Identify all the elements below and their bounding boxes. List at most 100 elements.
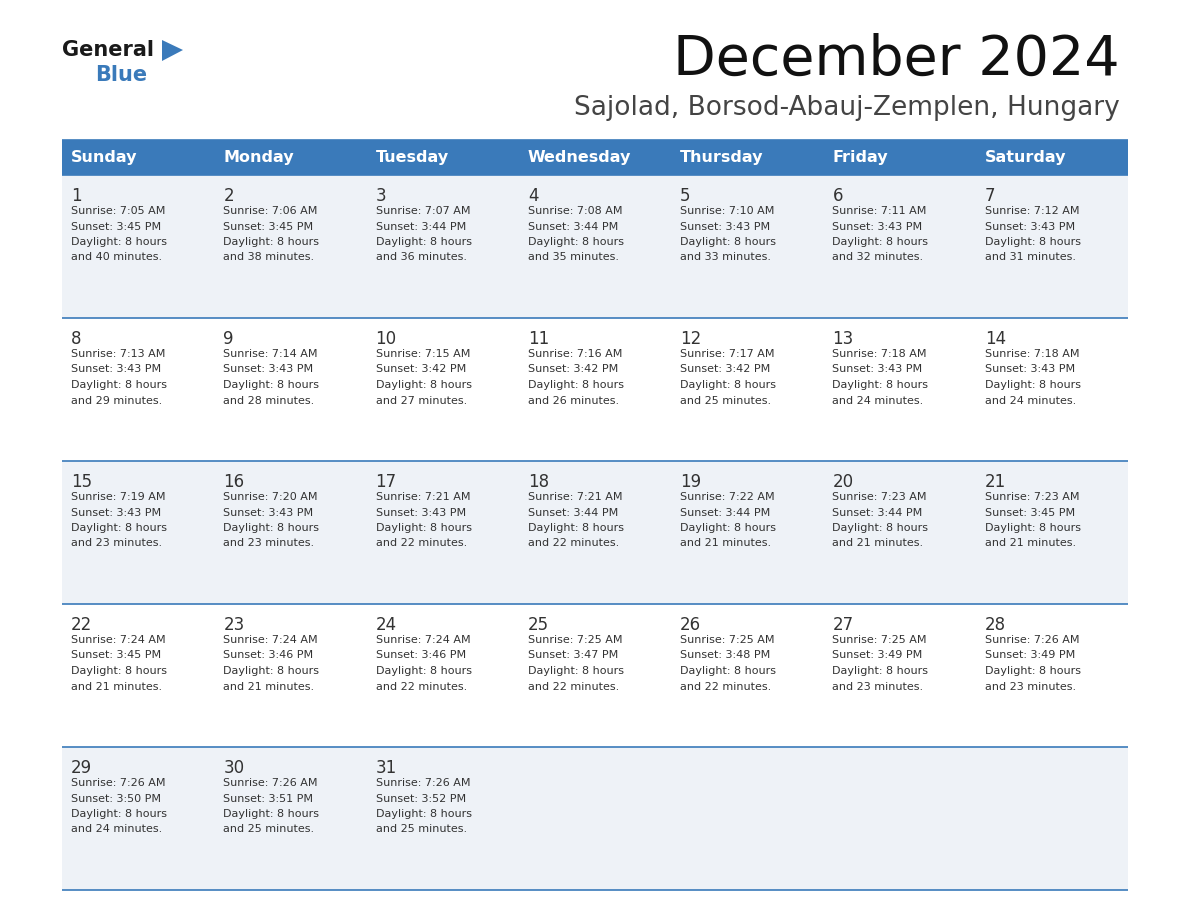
Text: and 21 minutes.: and 21 minutes. <box>833 539 923 548</box>
Text: and 23 minutes.: and 23 minutes. <box>71 539 162 548</box>
Text: 14: 14 <box>985 330 1006 348</box>
Text: Daylight: 8 hours: Daylight: 8 hours <box>527 237 624 247</box>
Text: and 26 minutes.: and 26 minutes. <box>527 396 619 406</box>
Text: Sunset: 3:51 PM: Sunset: 3:51 PM <box>223 793 314 803</box>
Text: and 25 minutes.: and 25 minutes. <box>681 396 771 406</box>
Text: Sunrise: 7:17 AM: Sunrise: 7:17 AM <box>681 349 775 359</box>
Text: Daylight: 8 hours: Daylight: 8 hours <box>375 380 472 390</box>
Text: Sunset: 3:43 PM: Sunset: 3:43 PM <box>985 221 1075 231</box>
Text: 11: 11 <box>527 330 549 348</box>
Text: 24: 24 <box>375 616 397 634</box>
Text: Sunset: 3:43 PM: Sunset: 3:43 PM <box>223 364 314 375</box>
Text: Monday: Monday <box>223 150 293 165</box>
Text: and 21 minutes.: and 21 minutes. <box>681 539 771 548</box>
Text: Daylight: 8 hours: Daylight: 8 hours <box>71 666 168 676</box>
Text: 21: 21 <box>985 473 1006 491</box>
Text: and 35 minutes.: and 35 minutes. <box>527 252 619 263</box>
Text: and 23 minutes.: and 23 minutes. <box>223 539 315 548</box>
Text: 9: 9 <box>223 330 234 348</box>
Text: 1: 1 <box>71 187 82 205</box>
Text: 29: 29 <box>71 759 93 777</box>
Text: Daylight: 8 hours: Daylight: 8 hours <box>71 380 168 390</box>
Text: Sunset: 3:43 PM: Sunset: 3:43 PM <box>71 364 162 375</box>
Text: 10: 10 <box>375 330 397 348</box>
Text: Sunrise: 7:11 AM: Sunrise: 7:11 AM <box>833 206 927 216</box>
Text: Sunrise: 7:25 AM: Sunrise: 7:25 AM <box>527 635 623 645</box>
Text: Sunset: 3:44 PM: Sunset: 3:44 PM <box>527 508 618 518</box>
Text: Sunrise: 7:07 AM: Sunrise: 7:07 AM <box>375 206 470 216</box>
Text: Thursday: Thursday <box>681 150 764 165</box>
Text: Sajolad, Borsod-Abauj-Zemplen, Hungary: Sajolad, Borsod-Abauj-Zemplen, Hungary <box>574 95 1120 121</box>
Text: Daylight: 8 hours: Daylight: 8 hours <box>833 666 929 676</box>
Text: Daylight: 8 hours: Daylight: 8 hours <box>71 523 168 533</box>
Text: Sunset: 3:43 PM: Sunset: 3:43 PM <box>375 508 466 518</box>
Text: and 21 minutes.: and 21 minutes. <box>223 681 315 691</box>
Text: Sunset: 3:43 PM: Sunset: 3:43 PM <box>833 364 923 375</box>
Text: Sunrise: 7:18 AM: Sunrise: 7:18 AM <box>985 349 1079 359</box>
Text: Daylight: 8 hours: Daylight: 8 hours <box>527 380 624 390</box>
Text: Daylight: 8 hours: Daylight: 8 hours <box>375 666 472 676</box>
Text: Sunset: 3:44 PM: Sunset: 3:44 PM <box>681 508 770 518</box>
Text: Daylight: 8 hours: Daylight: 8 hours <box>985 380 1081 390</box>
Text: Sunrise: 7:26 AM: Sunrise: 7:26 AM <box>375 778 470 788</box>
Text: 19: 19 <box>681 473 701 491</box>
Text: 13: 13 <box>833 330 854 348</box>
Text: Wednesday: Wednesday <box>527 150 631 165</box>
Text: Sunset: 3:44 PM: Sunset: 3:44 PM <box>527 221 618 231</box>
Text: 8: 8 <box>71 330 82 348</box>
Text: Sunrise: 7:06 AM: Sunrise: 7:06 AM <box>223 206 317 216</box>
Text: 6: 6 <box>833 187 843 205</box>
Text: and 25 minutes.: and 25 minutes. <box>223 824 315 834</box>
Text: Sunrise: 7:24 AM: Sunrise: 7:24 AM <box>71 635 165 645</box>
Polygon shape <box>162 40 183 61</box>
Text: 17: 17 <box>375 473 397 491</box>
Text: Sunrise: 7:24 AM: Sunrise: 7:24 AM <box>223 635 318 645</box>
FancyBboxPatch shape <box>62 747 1127 890</box>
Text: 22: 22 <box>71 616 93 634</box>
Text: Sunrise: 7:18 AM: Sunrise: 7:18 AM <box>833 349 927 359</box>
Text: Sunrise: 7:08 AM: Sunrise: 7:08 AM <box>527 206 623 216</box>
Text: and 23 minutes.: and 23 minutes. <box>833 681 923 691</box>
Text: Sunset: 3:46 PM: Sunset: 3:46 PM <box>223 651 314 660</box>
Text: and 22 minutes.: and 22 minutes. <box>375 539 467 548</box>
Text: Daylight: 8 hours: Daylight: 8 hours <box>71 809 168 819</box>
Text: and 31 minutes.: and 31 minutes. <box>985 252 1075 263</box>
Text: Friday: Friday <box>833 150 889 165</box>
Text: Daylight: 8 hours: Daylight: 8 hours <box>223 666 320 676</box>
Text: 2: 2 <box>223 187 234 205</box>
FancyBboxPatch shape <box>62 604 1127 747</box>
Text: Sunset: 3:42 PM: Sunset: 3:42 PM <box>681 364 770 375</box>
Text: General: General <box>62 40 154 60</box>
Text: Sunrise: 7:25 AM: Sunrise: 7:25 AM <box>681 635 775 645</box>
Text: Sunset: 3:44 PM: Sunset: 3:44 PM <box>375 221 466 231</box>
Text: 26: 26 <box>681 616 701 634</box>
Text: and 33 minutes.: and 33 minutes. <box>681 252 771 263</box>
Text: Daylight: 8 hours: Daylight: 8 hours <box>223 380 320 390</box>
Text: Daylight: 8 hours: Daylight: 8 hours <box>223 809 320 819</box>
Text: 15: 15 <box>71 473 93 491</box>
Text: 28: 28 <box>985 616 1006 634</box>
Text: 25: 25 <box>527 616 549 634</box>
Text: Sunrise: 7:12 AM: Sunrise: 7:12 AM <box>985 206 1079 216</box>
Text: Sunset: 3:45 PM: Sunset: 3:45 PM <box>71 221 162 231</box>
Text: 27: 27 <box>833 616 853 634</box>
Text: 20: 20 <box>833 473 853 491</box>
Text: Sunset: 3:45 PM: Sunset: 3:45 PM <box>71 651 162 660</box>
Text: Sunset: 3:43 PM: Sunset: 3:43 PM <box>223 508 314 518</box>
Text: and 22 minutes.: and 22 minutes. <box>375 681 467 691</box>
FancyBboxPatch shape <box>62 318 1127 461</box>
Text: Sunrise: 7:19 AM: Sunrise: 7:19 AM <box>71 492 165 502</box>
Text: Sunset: 3:48 PM: Sunset: 3:48 PM <box>681 651 770 660</box>
Text: Sunday: Sunday <box>71 150 138 165</box>
Text: Daylight: 8 hours: Daylight: 8 hours <box>527 523 624 533</box>
Text: and 38 minutes.: and 38 minutes. <box>223 252 315 263</box>
Text: Daylight: 8 hours: Daylight: 8 hours <box>985 666 1081 676</box>
Text: Tuesday: Tuesday <box>375 150 449 165</box>
Text: Daylight: 8 hours: Daylight: 8 hours <box>985 523 1081 533</box>
Text: Sunrise: 7:05 AM: Sunrise: 7:05 AM <box>71 206 165 216</box>
Text: Daylight: 8 hours: Daylight: 8 hours <box>681 523 776 533</box>
Text: Sunrise: 7:26 AM: Sunrise: 7:26 AM <box>71 778 165 788</box>
Text: 4: 4 <box>527 187 538 205</box>
Text: Sunrise: 7:23 AM: Sunrise: 7:23 AM <box>833 492 927 502</box>
Text: Sunrise: 7:20 AM: Sunrise: 7:20 AM <box>223 492 317 502</box>
